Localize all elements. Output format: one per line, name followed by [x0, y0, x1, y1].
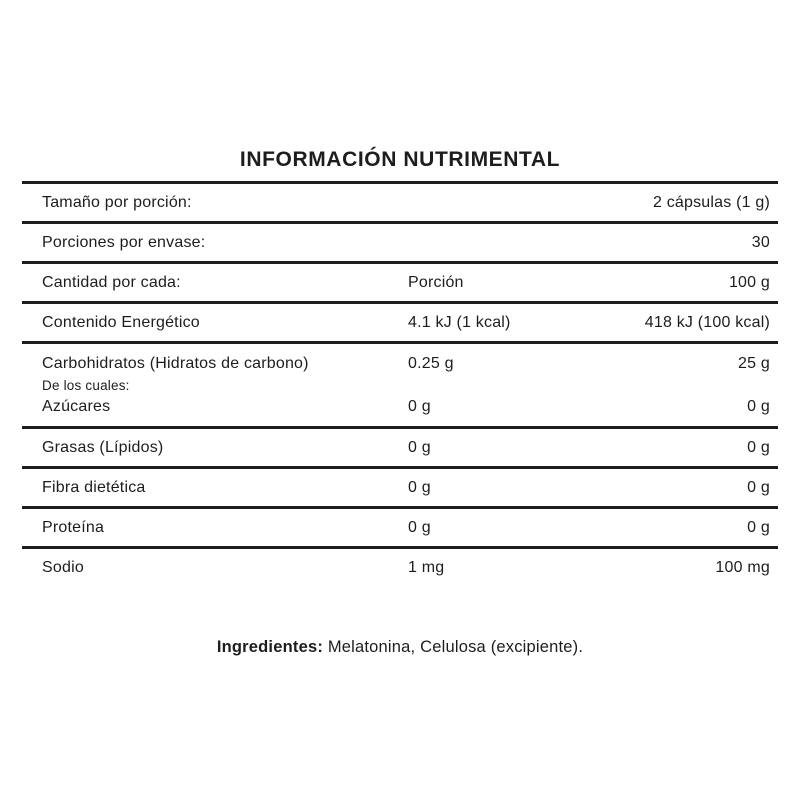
table-row-servings-per-container: Porciones por envase: 30	[22, 224, 778, 264]
ingredients-line: Ingredientes: Melatonina, Celulosa (exci…	[22, 638, 778, 657]
serving-size-value: 2 cápsulas (1 g)	[652, 194, 770, 211]
table-row-protein: Proteína 0 g 0 g	[22, 509, 778, 549]
protein-portion-value: 0 g	[408, 519, 431, 536]
column-header-100g: 100 g	[728, 274, 770, 291]
fiber-portion-value: 0 g	[408, 479, 431, 496]
column-header-portion: Porción	[408, 274, 464, 291]
table-row-fat: Grasas (Lípidos) 0 g 0 g	[22, 429, 778, 469]
table-row-sodium: Sodio 1 mg 100 mg	[22, 549, 778, 586]
servings-per-container-value: 30	[751, 234, 770, 251]
panel-title: INFORMACIÓN NUTRIMENTAL	[239, 148, 561, 171]
carbohydrates-label-stack: Carbohidratos (Hidratos de carbono) De l…	[42, 353, 408, 417]
sugars-per-100g-value: 0 g	[747, 398, 770, 415]
fiber-per-100g-value: 0 g	[747, 479, 770, 496]
sugars-portion-value: 0 g	[408, 398, 431, 415]
nutrition-panel: INFORMACIÓN NUTRIMENTAL Tamaño por porci…	[22, 148, 778, 657]
carbohydrates-portion-value: 0.25 g	[408, 355, 454, 372]
carbohydrates-of-which-label: De los cuales:	[42, 378, 130, 393]
amount-per-label: Cantidad por cada:	[42, 274, 181, 291]
energy-portion-value: 4.1 kJ (1 kcal)	[408, 314, 511, 331]
energy-per-100g-value: 418 kJ (100 kcal)	[644, 314, 770, 331]
ingredients-text: Melatonina, Celulosa (excipiente).	[327, 638, 584, 656]
sodium-label: Sodio	[42, 559, 84, 576]
ingredients-label: Ingredientes:	[216, 638, 324, 656]
sodium-per-100g-value: 100 mg	[715, 559, 770, 576]
servings-per-container-label: Porciones por envase:	[42, 234, 206, 251]
carbohydrates-per-100g-value: 25 g	[738, 355, 770, 372]
table-row-fiber: Fibra dietética 0 g 0 g	[22, 469, 778, 509]
carbohydrates-label: Carbohidratos (Hidratos de carbono)	[42, 355, 309, 372]
protein-per-100g-value: 0 g	[747, 519, 770, 536]
serving-size-label: Tamaño por porción:	[42, 194, 192, 211]
table-row-energy: Contenido Energético 4.1 kJ (1 kcal) 418…	[22, 304, 778, 344]
carbohydrates-portion-stack: 0.25 g 0 g	[408, 353, 738, 417]
table-row-carbohydrates: Carbohidratos (Hidratos de carbono) De l…	[22, 344, 778, 429]
protein-label: Proteína	[42, 519, 105, 536]
table-row-amount-per-header: Cantidad por cada: Porción 100 g	[22, 264, 778, 304]
fat-per-100g-value: 0 g	[747, 439, 770, 456]
fat-label: Grasas (Lípidos)	[42, 439, 164, 456]
fat-portion-value: 0 g	[408, 439, 431, 456]
energy-label: Contenido Energético	[42, 314, 200, 331]
nutrition-table: Tamaño por porción: 2 cápsulas (1 g) Por…	[22, 181, 778, 586]
sodium-portion-value: 1 mg	[408, 559, 445, 576]
table-row-serving-size: Tamaño por porción: 2 cápsulas (1 g)	[22, 184, 778, 224]
sugars-label: Azúcares	[42, 398, 111, 415]
fiber-label: Fibra dietética	[42, 479, 146, 496]
carbohydrates-per-100g-stack: 25 g 0 g	[738, 353, 770, 417]
